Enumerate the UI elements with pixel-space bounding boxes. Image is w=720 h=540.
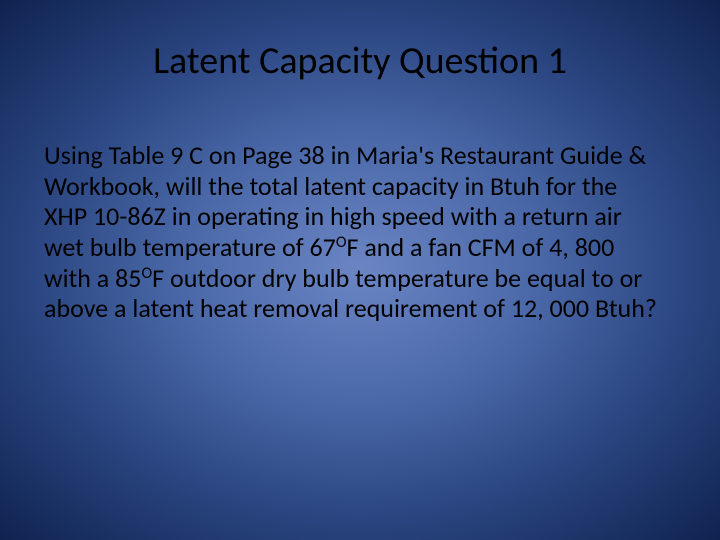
slide-title: Latent Capacity Question 1 <box>0 38 720 84</box>
degree-superscript-2: O <box>142 264 153 283</box>
degree-superscript-1: O <box>336 233 347 252</box>
slide-body: Using Table 9 C on Page 38 in Maria's Re… <box>44 140 666 324</box>
slide: Latent Capacity Question 1 Using Table 9… <box>0 0 720 540</box>
